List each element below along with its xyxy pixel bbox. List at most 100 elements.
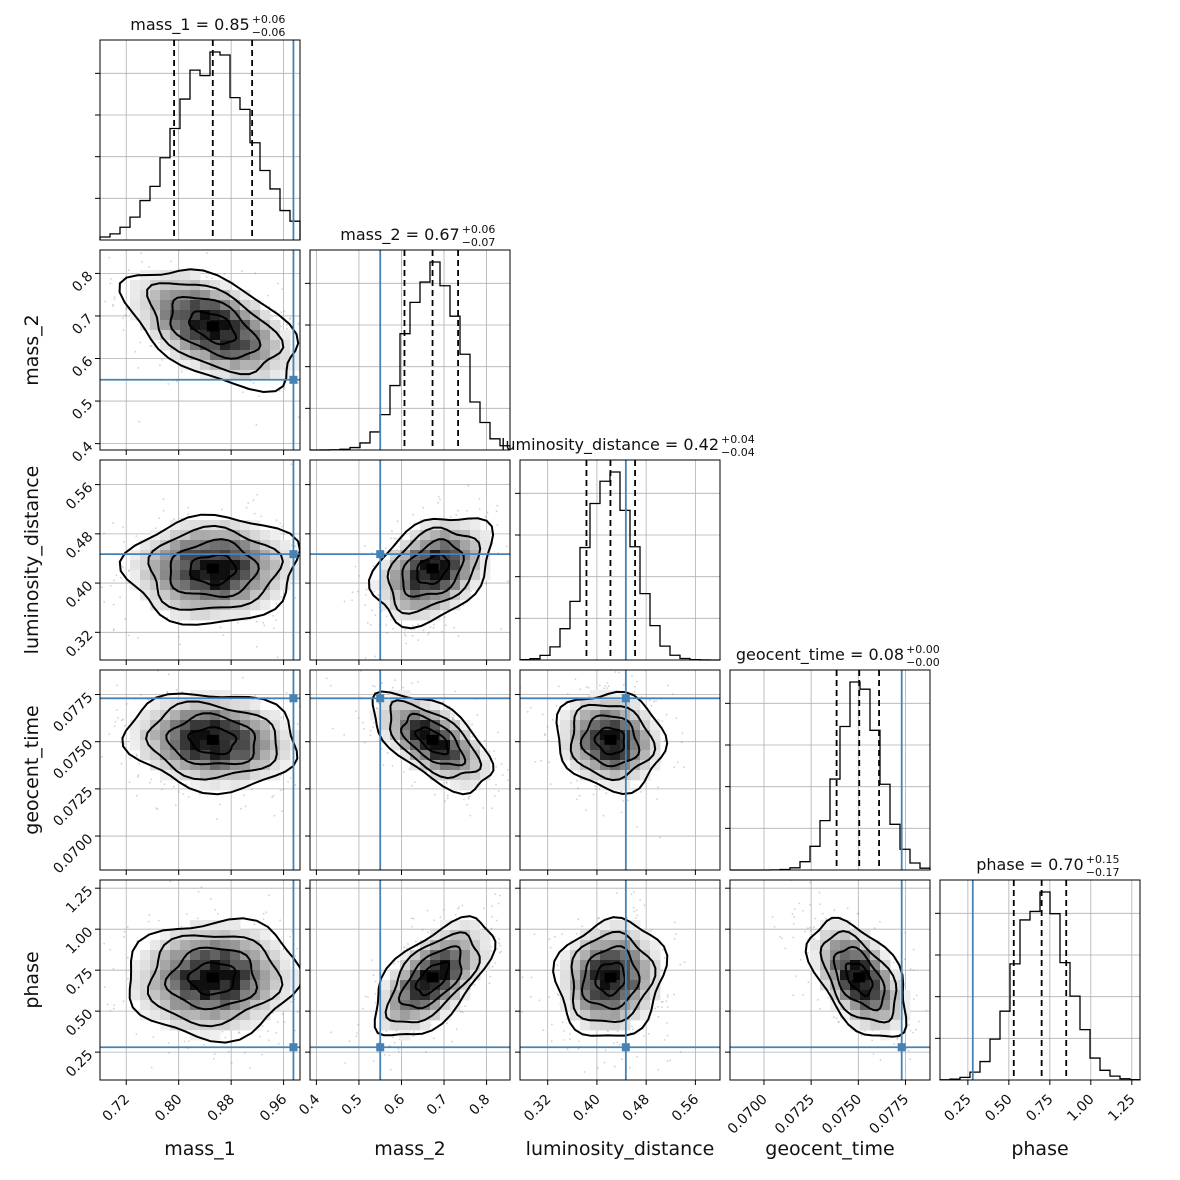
density-cell <box>400 950 411 961</box>
density-cell <box>580 770 591 781</box>
sample-point <box>157 919 160 922</box>
sample-point <box>307 717 309 719</box>
density-cell <box>450 550 461 561</box>
density-cell <box>280 540 291 551</box>
density-cell <box>130 990 141 1001</box>
density-cell <box>170 560 181 571</box>
density-cell <box>210 280 221 291</box>
sample-point <box>371 959 374 961</box>
sample-point <box>162 509 165 512</box>
sample-point <box>445 781 448 784</box>
density-cell <box>450 930 461 941</box>
sample-point <box>305 987 307 989</box>
sample-point <box>643 904 646 907</box>
sample-point <box>598 684 601 687</box>
sample-point <box>254 272 257 275</box>
density-cell <box>420 750 431 761</box>
panel-frame <box>99 39 301 241</box>
density-cell <box>590 770 601 781</box>
density-cell <box>150 590 161 601</box>
sample-point <box>112 628 115 631</box>
sample-point <box>294 1029 296 1032</box>
sample-point <box>432 626 435 629</box>
sample-point <box>548 761 550 764</box>
density-cell <box>210 610 221 621</box>
sample-point <box>363 728 365 730</box>
sample-point <box>622 800 625 802</box>
sample-point <box>631 1028 634 1031</box>
density-cell <box>420 600 431 611</box>
density-cell <box>410 750 421 761</box>
density-cell <box>200 720 211 731</box>
density-cell <box>280 1000 291 1011</box>
density-peak <box>426 563 439 574</box>
density-cell <box>220 570 231 581</box>
density-cell <box>150 740 161 751</box>
sample-point <box>421 929 424 931</box>
density-cell <box>230 920 241 931</box>
sample-point <box>496 731 499 734</box>
density-cell <box>140 1010 151 1021</box>
density-cell <box>460 960 471 971</box>
sample-point <box>494 893 497 896</box>
sample-point <box>605 878 607 880</box>
density-cell <box>270 1000 281 1011</box>
sample-point <box>254 694 257 697</box>
density-cell <box>210 920 221 931</box>
density-cell <box>190 770 201 781</box>
sample-point <box>656 798 658 800</box>
density-cell <box>480 540 491 551</box>
title-geocent_time: geocent_time = 0.08 <box>736 645 904 665</box>
panel-frame <box>99 249 301 451</box>
sample-point <box>367 996 369 998</box>
sample-point <box>390 537 392 540</box>
sample-point <box>373 685 376 688</box>
density-cell <box>280 970 291 981</box>
density-cell <box>480 940 491 951</box>
sample-point <box>103 986 106 989</box>
density-cell <box>280 350 291 361</box>
sample-point <box>391 530 393 533</box>
sample-point <box>620 790 623 793</box>
density-cell <box>270 530 281 541</box>
density-cell <box>440 950 451 961</box>
density-cell <box>250 770 261 781</box>
sample-point <box>507 580 509 583</box>
density-cell <box>230 370 241 381</box>
sample-point <box>607 685 610 687</box>
sample-point <box>161 359 163 361</box>
density-cell <box>380 730 391 741</box>
sample-point <box>180 517 183 520</box>
density-cell <box>210 960 221 971</box>
sample-point <box>362 721 364 724</box>
density-cell <box>440 970 451 981</box>
density-cell <box>180 1020 191 1031</box>
truth-marker <box>289 694 298 703</box>
density-cell <box>230 710 241 721</box>
sample-point <box>141 261 144 263</box>
density-cell <box>460 990 471 1001</box>
density-cell <box>220 360 231 371</box>
sample-point <box>255 423 258 426</box>
density-cell <box>220 690 231 701</box>
density-cell <box>160 330 171 341</box>
density-cell <box>250 350 261 361</box>
density-cell <box>160 740 171 751</box>
density-cell <box>410 610 421 621</box>
sample-point <box>302 1018 304 1020</box>
density-cell <box>240 770 251 781</box>
sample-point <box>439 498 441 501</box>
density-cell <box>130 980 141 991</box>
contour-level-4 <box>118 513 300 626</box>
sample-point <box>256 620 258 623</box>
density-cell <box>200 760 211 771</box>
sample-point <box>372 1060 375 1062</box>
density-cell <box>580 740 591 751</box>
contour-level-3 <box>145 700 278 781</box>
sample-point <box>136 794 138 797</box>
sample-point <box>495 948 498 950</box>
sample-point <box>272 627 275 630</box>
sample-point <box>137 775 139 778</box>
density-cell <box>170 1000 181 1011</box>
sample-point <box>635 826 638 828</box>
